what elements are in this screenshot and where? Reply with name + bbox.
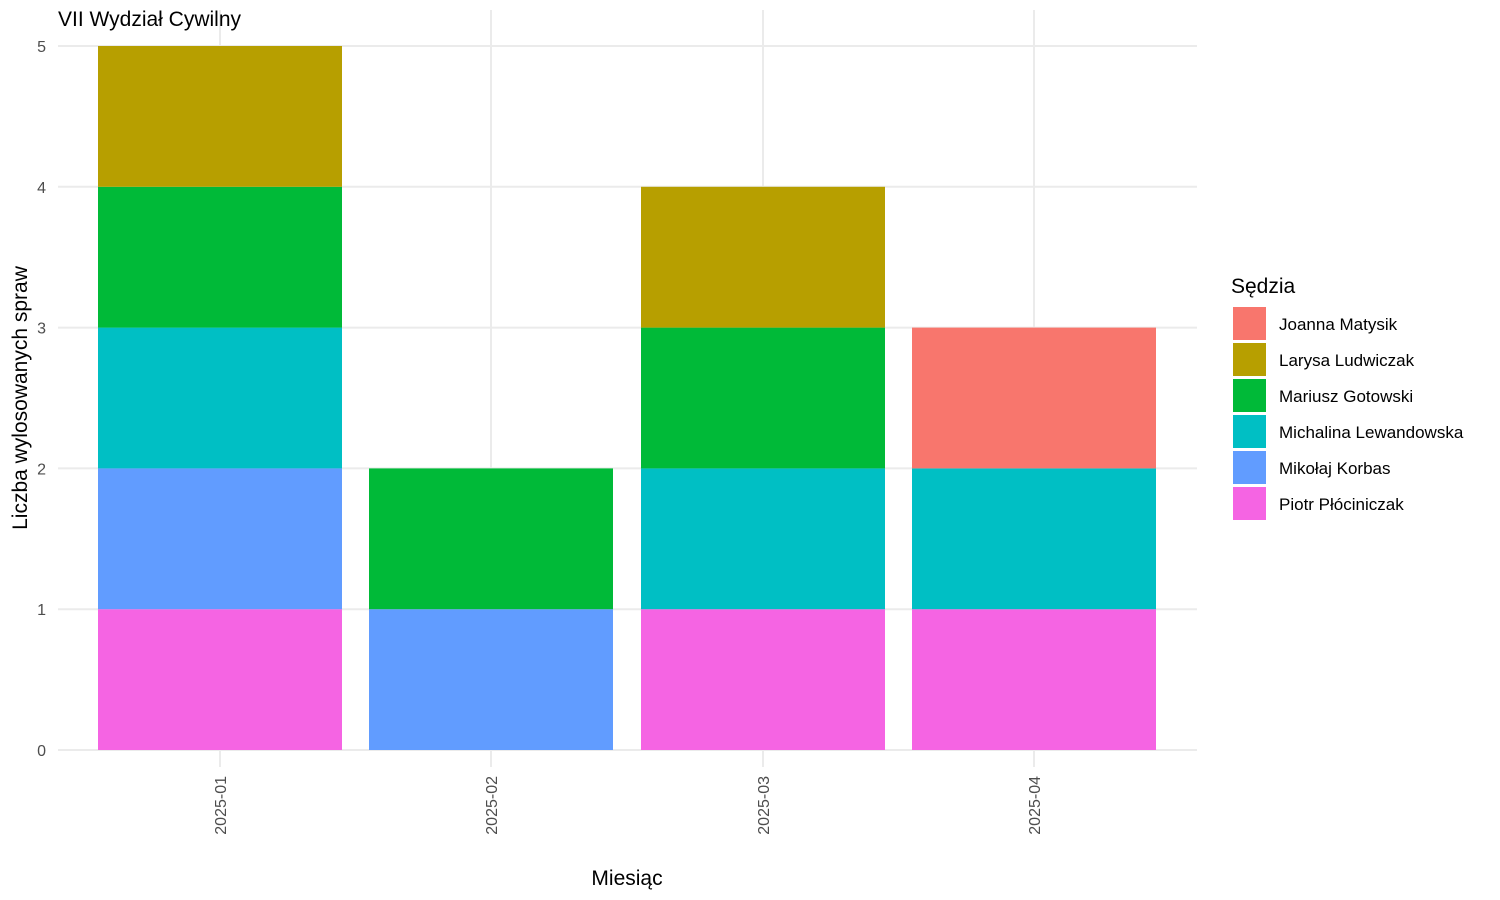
y-tick-label: 2	[37, 461, 46, 478]
bar-segment	[98, 186, 342, 328]
legend-title: Sędzia	[1231, 275, 1296, 298]
y-tick-label: 5	[37, 39, 46, 56]
legend: Sędzia Joanna Matysik Larysa Ludwiczak Mar…	[1231, 275, 1464, 520]
legend-swatch	[1233, 451, 1266, 484]
legend-label: Michalina Lewandowska	[1279, 423, 1464, 442]
y-tick-label: 0	[37, 743, 46, 760]
legend-swatch	[1233, 307, 1266, 340]
bar-segment	[641, 186, 885, 328]
bar-segment	[641, 468, 885, 610]
bar-segment	[912, 609, 1156, 750]
y-tick-label: 4	[37, 180, 46, 197]
x-axis-title: Miesiąc	[591, 867, 662, 890]
bar-segment	[641, 327, 885, 469]
chart-title: VII Wydział Cywilny	[58, 8, 242, 31]
legend-swatch	[1233, 415, 1266, 448]
x-tick-label: 2025-04	[1027, 776, 1044, 835]
y-tick-label: 1	[37, 602, 46, 619]
x-tick-label: 2025-02	[484, 776, 501, 835]
y-axis-title: Liczba wylosowanych spraw	[9, 265, 32, 530]
bar-segment	[641, 609, 885, 750]
bar-segment	[98, 468, 342, 610]
legend-swatch	[1233, 487, 1266, 520]
y-axis-ticks: 0 1 2 3 4 5	[37, 39, 46, 760]
legend-label: Joanna Matysik	[1279, 315, 1398, 334]
x-tick-label: 2025-03	[756, 776, 773, 835]
bar-segment	[98, 46, 342, 187]
legend-label: Mikołaj Korbas	[1279, 459, 1391, 478]
x-tick-label: 2025-01	[213, 776, 230, 835]
bar-segment	[98, 609, 342, 750]
bar-segment	[369, 609, 613, 750]
x-axis-ticks: 2025-01 2025-02 2025-03 2025-04	[213, 776, 1044, 835]
legend-items: Joanna Matysik Larysa Ludwiczak Mariusz Go…	[1233, 307, 1464, 520]
bar-segment	[912, 327, 1156, 469]
legend-label: Larysa Ludwiczak	[1279, 351, 1415, 370]
legend-label: Mariusz Gotowski	[1279, 387, 1413, 406]
legend-swatch	[1233, 343, 1266, 376]
y-tick-label: 3	[37, 321, 46, 338]
bars	[98, 46, 1156, 750]
bar-segment	[98, 327, 342, 469]
bar-segment	[369, 468, 613, 610]
legend-swatch	[1233, 379, 1266, 412]
bar-segment	[912, 468, 1156, 610]
legend-label: Piotr Płóciniczak	[1279, 495, 1404, 514]
